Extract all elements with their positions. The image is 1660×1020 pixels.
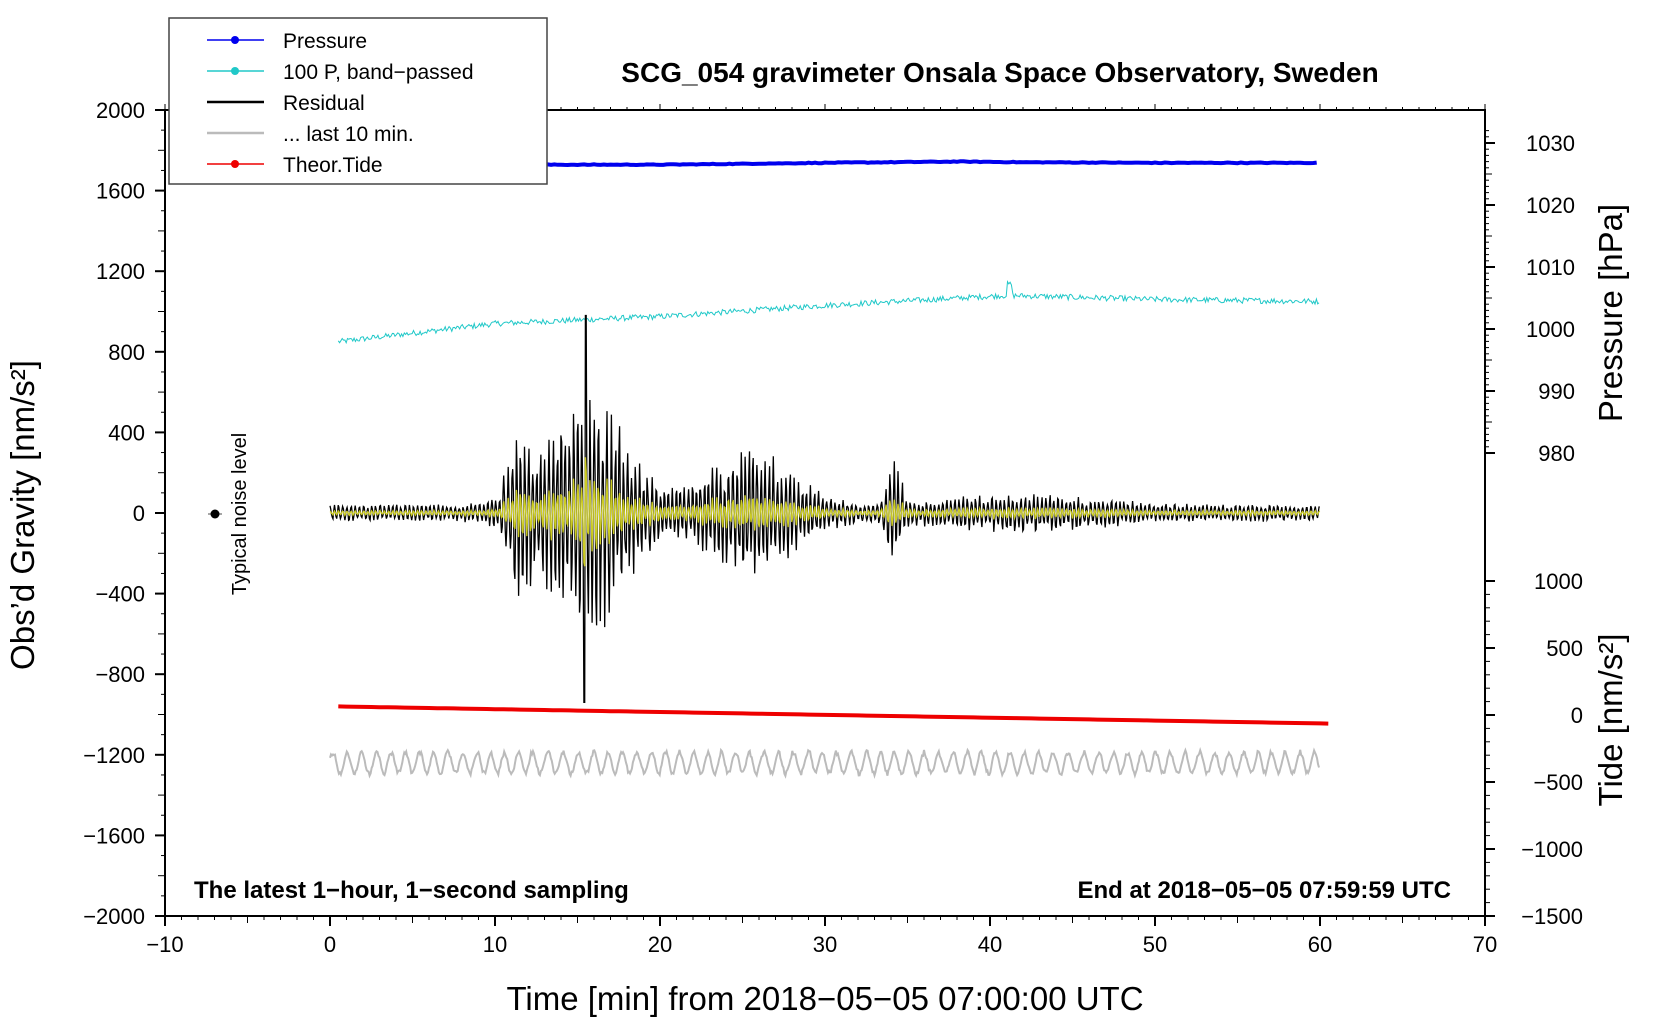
series-residual-line: [329, 314, 1320, 704]
y-axis-left: 2000 1600 1200 800 400 0 −400 −800 −1200 −1600 −20…: [83, 98, 165, 929]
series-tide-line: [338, 704, 1329, 726]
x-tick-label: −10: [146, 932, 183, 957]
pressure-axis-title: Pressure [hPa]: [1592, 204, 1629, 422]
pressure-tick-label: 1000: [1526, 317, 1575, 342]
y-axis-tide: 1000 500 0 −500 −1000 −1500: [1485, 569, 1583, 929]
y-tick-label: 1600: [96, 179, 145, 204]
legend-item-pressure: Pressure: [207, 30, 367, 53]
pressure-tick-label: 1010: [1526, 255, 1575, 280]
y-tick-label: −1600: [83, 823, 145, 848]
legend-item-residual: Residual: [207, 92, 365, 115]
x-tick-label: 40: [978, 932, 1002, 957]
tide-axis-title: Tide [nm/s²]: [1592, 634, 1629, 807]
legend-dot-bandpassed: [231, 67, 239, 75]
y-tick-label: 1200: [96, 259, 145, 284]
y-tick-label: −400: [95, 582, 145, 607]
y-tick-label: −800: [95, 662, 145, 687]
y-tick-label: 2000: [96, 98, 145, 123]
pressure-tick-label: 980: [1538, 441, 1575, 466]
x-tick-label: 30: [813, 932, 837, 957]
noise-point: [210, 509, 220, 519]
pressure-tick-label: 990: [1538, 379, 1575, 404]
legend-label-tide: Theor.Tide: [283, 154, 383, 177]
series-filtered-residual-line: [329, 457, 1321, 567]
noise-level-marker: Typical noise level: [208, 433, 251, 595]
x-tick-label: 50: [1143, 932, 1167, 957]
legend-label-bandpassed: 100 P, band−passed: [283, 61, 474, 84]
y-tick-label: −2000: [83, 904, 145, 929]
legend-item-last10: ... last 10 min.: [207, 123, 414, 146]
tide-tick-label: 0: [1571, 703, 1583, 728]
legend-label-residual: Residual: [283, 92, 365, 115]
legend-label-last10: ... last 10 min.: [283, 123, 414, 146]
legend-label-pressure: Pressure: [283, 30, 367, 53]
series-last10-line: [329, 746, 1320, 780]
legend-item-tide: Theor.Tide: [207, 154, 383, 177]
y-tick-label: 0: [133, 501, 145, 526]
sampling-note: The latest 1−hour, 1−second sampling: [194, 877, 629, 904]
tide-tick-label: −500: [1533, 770, 1583, 795]
x-tick-label: 10: [483, 932, 507, 957]
pressure-tick-label: 1030: [1526, 131, 1575, 156]
series-layer: [329, 159, 1329, 780]
y-tick-label: −1200: [83, 743, 145, 768]
noise-level-label: Typical noise level: [229, 433, 251, 595]
x-tick-label: 0: [324, 932, 336, 957]
x-axis-title: Time [min] from 2018−05−05 07:00:00 UTC: [506, 980, 1143, 1017]
end-time-note: End at 2018−05−05 07:59:59 UTC: [1077, 877, 1451, 904]
chart-title: SCG_054 gravimeter Onsala Space Observat…: [621, 57, 1378, 88]
x-tick-label: 70: [1473, 932, 1497, 957]
y-tick-label: 800: [108, 340, 145, 365]
tide-tick-label: 1000: [1534, 569, 1583, 594]
series-bandpassed-line: [337, 279, 1320, 345]
x-axis: −10 0 10 20 30 40 50 60 70: [146, 104, 1497, 957]
x-tick-label: 20: [648, 932, 672, 957]
legend-dot-tide: [231, 160, 239, 168]
tide-tick-label: −1500: [1521, 904, 1583, 929]
y-axis-pressure: 1030 1020 1010 1000 990 980: [1485, 130, 1575, 466]
x-tick-label: 60: [1308, 932, 1332, 957]
y-tick-label: 400: [108, 420, 145, 445]
tide-tick-label: −1000: [1521, 837, 1583, 862]
tide-tick-label: 500: [1546, 636, 1583, 661]
legend-item-bandpassed: 100 P, band−passed: [207, 61, 474, 84]
y-axis-left-title: Obs’d Gravity [nm/s²]: [4, 360, 41, 670]
legend-dot-pressure: [231, 36, 239, 44]
pressure-tick-label: 1020: [1526, 193, 1575, 218]
legend: Pressure 100 P, band−passed Residual ...…: [168, 17, 548, 185]
